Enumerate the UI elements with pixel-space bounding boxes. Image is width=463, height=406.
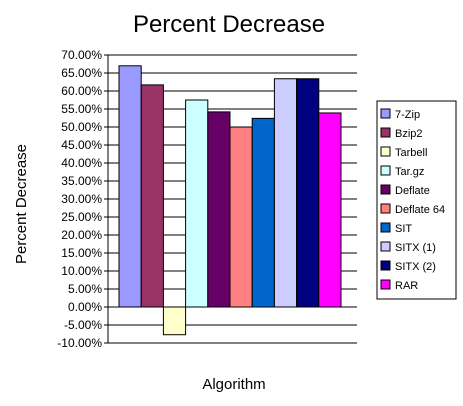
legend-label: 7-Zip	[395, 109, 420, 121]
legend-swatch	[380, 222, 391, 233]
legend-swatch	[380, 165, 391, 176]
legend-swatch	[380, 146, 391, 157]
legend-swatch	[380, 241, 391, 252]
bar-sitx-1	[273, 78, 298, 308]
y-axis-title: Percent Decrease	[13, 144, 30, 264]
legend-swatch	[380, 279, 391, 290]
y-tick-label: 10.00%	[61, 264, 102, 278]
y-tick-label: 50.00%	[61, 120, 102, 134]
bar-deflate-64	[229, 126, 253, 308]
y-tick-label: 35.00%	[61, 174, 102, 188]
legend-label: RAR	[395, 280, 418, 292]
y-tick-label: 30.00%	[61, 192, 102, 206]
y-tick-label: 15.00%	[61, 246, 102, 260]
legend-label: SITX (2)	[395, 261, 436, 273]
bar-7-zip	[118, 65, 142, 308]
legend-label: Deflate	[395, 185, 430, 197]
y-tick-label: 55.00%	[61, 102, 102, 116]
bar-deflate	[207, 111, 231, 308]
chart-title: Percent Decrease	[133, 11, 325, 38]
bar-bzip2	[140, 84, 164, 308]
y-tick-label: 60.00%	[61, 84, 102, 98]
bar-tar-gz	[185, 99, 209, 308]
y-tick-label: -5.00%	[64, 318, 102, 332]
x-axis-title: Algorithm	[202, 376, 265, 393]
legend-label: Tar.gz	[395, 166, 424, 178]
legend-label: Tarbell	[395, 147, 427, 159]
legend-items: 7-Zip Bzip2 Tarbell Tar.gz Deflate Deflate 64…	[380, 108, 445, 292]
bar-sit	[251, 117, 275, 308]
legend-swatch	[380, 127, 391, 138]
legend-swatch	[380, 260, 391, 271]
y-tick-label: 40.00%	[61, 156, 102, 170]
y-tick-labels: 70.00% 65.00% 60.00% 55.00% 50.00% 45.00% 40.0…	[57, 48, 108, 350]
legend-swatch	[380, 108, 391, 119]
bar-rar	[318, 112, 342, 308]
y-tick-label: 65.00%	[61, 66, 102, 80]
bars	[118, 65, 342, 336]
y-tick-label: 20.00%	[61, 228, 102, 242]
legend-label: SITX (1)	[395, 242, 436, 254]
legend: 7-Zip Bzip2 Tarbell Tar.gz Deflate Deflate 64…	[376, 100, 457, 300]
y-tick-label: 5.00%	[68, 282, 102, 296]
legend-swatch	[380, 184, 391, 195]
y-tick-label: 45.00%	[61, 138, 102, 152]
bar-tarbell	[162, 306, 187, 336]
y-tick-label: 70.00%	[61, 48, 102, 62]
bar-sitx-2	[296, 78, 320, 308]
y-tick-label: 0.00%	[68, 300, 102, 314]
legend-swatch	[380, 203, 391, 214]
y-tick-label: -10.00%	[57, 336, 102, 350]
legend-label: SIT	[395, 223, 412, 235]
legend-label: Bzip2	[395, 128, 423, 140]
y-tick-label: 25.00%	[61, 210, 102, 224]
legend-label: Deflate 64	[395, 204, 445, 216]
